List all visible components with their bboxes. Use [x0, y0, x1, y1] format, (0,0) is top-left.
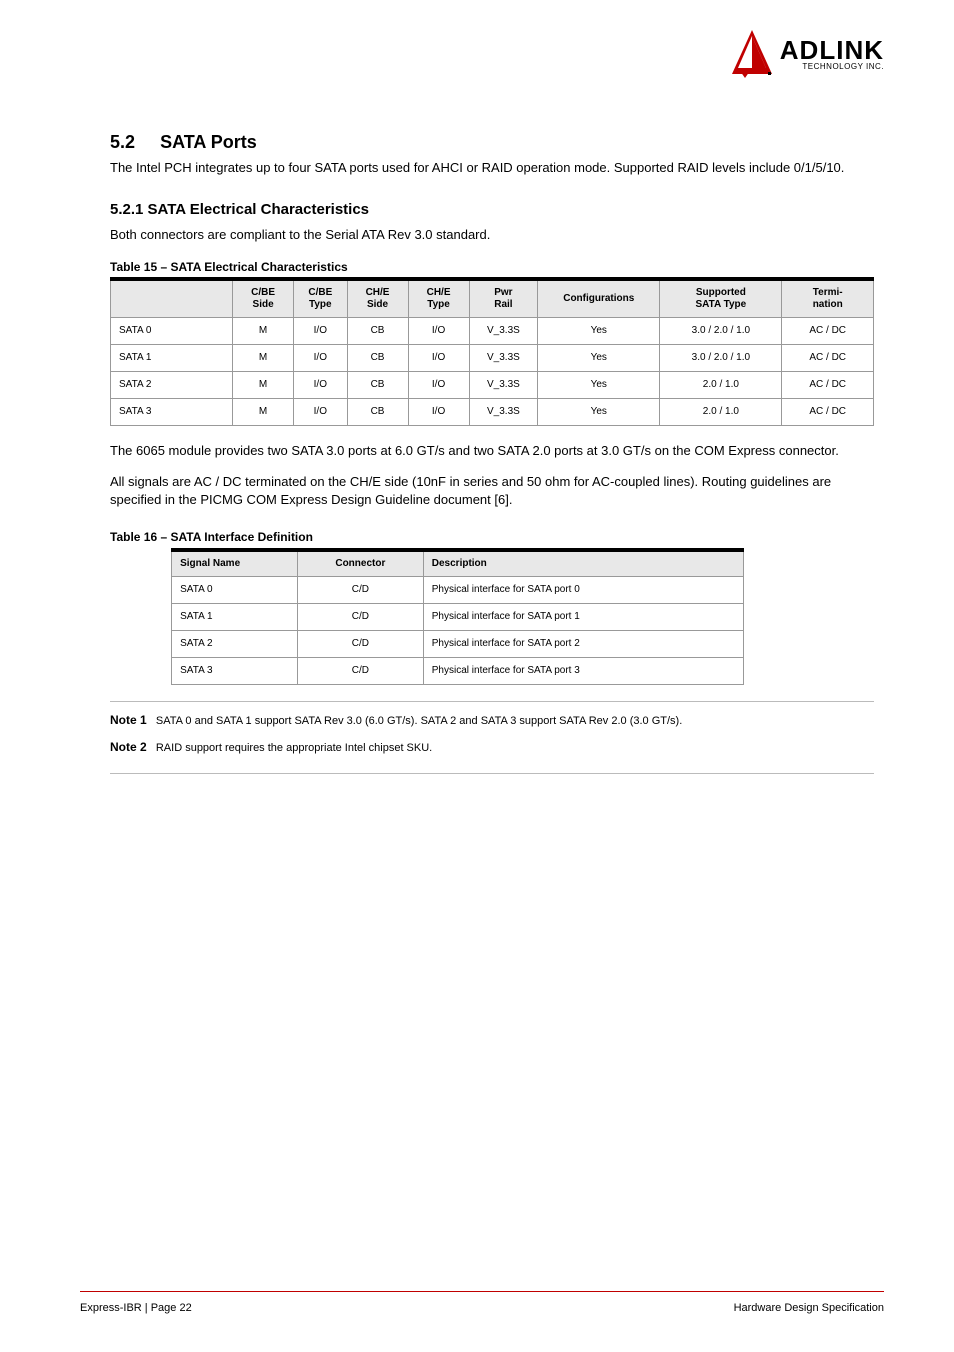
table-row: SATA 2C/DPhysical interface for SATA por… — [172, 630, 744, 657]
table-cell: CB — [347, 399, 408, 426]
footer-right: Hardware Design Specification — [734, 1301, 884, 1316]
post-table1-p1: The 6065 module provides two SATA 3.0 po… — [110, 442, 874, 460]
logo-triangle-icon — [732, 30, 772, 78]
note-1-label: Note 1 — [110, 713, 147, 727]
logo-text-sub: TECHNOLOGY INC. — [802, 63, 884, 71]
note-1: Note 1 SATA 0 and SATA 1 support SATA Re… — [110, 712, 874, 729]
table-header: Configurations — [538, 279, 660, 318]
table-row: SATA 0MI/OCBI/OV_3.3SYes3.0 / 2.0 / 1.0A… — [111, 318, 874, 345]
table-cell: V_3.3S — [469, 345, 538, 372]
table-header: CH/EType — [408, 279, 469, 318]
table-header: PwrRail — [469, 279, 538, 318]
table-cell: AC / DC — [782, 318, 874, 345]
table-cell: I/O — [408, 318, 469, 345]
table-cell: M — [233, 318, 294, 345]
table-row: SATA 2MI/OCBI/OV_3.3SYes2.0 / 1.0AC / DC — [111, 372, 874, 399]
table-cell: C/D — [297, 603, 423, 630]
sata-interface-table: Signal NameConnectorDescription SATA 0C/… — [171, 548, 744, 685]
table-cell: M — [233, 345, 294, 372]
notes-block: Note 1 SATA 0 and SATA 1 support SATA Re… — [110, 712, 874, 757]
note-1-text: SATA 0 and SATA 1 support SATA Rev 3.0 (… — [156, 715, 682, 727]
table-cell: Physical interface for SATA port 2 — [423, 630, 743, 657]
table-cell: Physical interface for SATA port 3 — [423, 657, 743, 684]
table-cell: SATA 2 — [111, 372, 233, 399]
table-cell: C/D — [297, 657, 423, 684]
table-cell: C/D — [297, 630, 423, 657]
table-header: Termi-nation — [782, 279, 874, 318]
table-cell: 2.0 / 1.0 — [660, 399, 782, 426]
table-cell: AC / DC — [782, 399, 874, 426]
note-2-text: RAID support requires the appropriate In… — [156, 742, 432, 754]
table-cell: V_3.3S — [469, 318, 538, 345]
table-row: SATA 1MI/OCBI/OV_3.3SYes3.0 / 2.0 / 1.0A… — [111, 345, 874, 372]
table-cell: CB — [347, 372, 408, 399]
subsection-heading: 5.2.1 SATA Electrical Characteristics — [110, 199, 874, 220]
table-row: SATA 3MI/OCBI/OV_3.3SYes2.0 / 1.0AC / DC — [111, 399, 874, 426]
table-cell: SATA 2 — [172, 630, 298, 657]
table-header: C/BEType — [294, 279, 347, 318]
sata-electrical-table: C/BESideC/BETypeCH/ESideCH/ETypePwrRailC… — [110, 277, 874, 426]
table-header: C/BESide — [233, 279, 294, 318]
section-heading: 5.2 SATA Ports — [110, 130, 874, 155]
table-cell: 3.0 / 2.0 / 1.0 — [660, 345, 782, 372]
table-cell: V_3.3S — [469, 399, 538, 426]
sub-paragraph: Both connectors are compliant to the Ser… — [110, 226, 874, 244]
table-header: Description — [423, 550, 743, 577]
post-table1-p2: All signals are AC / DC terminated on th… — [110, 473, 874, 509]
table-cell: SATA 0 — [172, 576, 298, 603]
table-row: SATA 1C/DPhysical interface for SATA por… — [172, 603, 744, 630]
table-cell: Yes — [538, 345, 660, 372]
table-cell: I/O — [408, 399, 469, 426]
note-2: Note 2 RAID support requires the appropr… — [110, 739, 874, 756]
table-cell: Physical interface for SATA port 0 — [423, 576, 743, 603]
table-cell: I/O — [294, 318, 347, 345]
divider — [110, 701, 874, 702]
table-cell: AC / DC — [782, 345, 874, 372]
table-cell: I/O — [294, 345, 347, 372]
section-title: SATA Ports — [160, 132, 257, 152]
table-header: Connector — [297, 550, 423, 577]
table-cell: M — [233, 372, 294, 399]
table2-title: Table 16 – SATA Interface Definition — [110, 529, 874, 546]
table-row: SATA 3C/DPhysical interface for SATA por… — [172, 657, 744, 684]
intro-paragraph: The Intel PCH integrates up to four SATA… — [110, 159, 874, 177]
table-cell: I/O — [294, 372, 347, 399]
table-header: CH/ESide — [347, 279, 408, 318]
table1-title: Table 15 – SATA Electrical Characteristi… — [110, 259, 874, 276]
table-cell: CB — [347, 318, 408, 345]
table-cell: CB — [347, 345, 408, 372]
table-cell: SATA 1 — [111, 345, 233, 372]
note-2-label: Note 2 — [110, 740, 147, 754]
table-cell: I/O — [408, 372, 469, 399]
table-header: Signal Name — [172, 550, 298, 577]
table-cell: 2.0 / 1.0 — [660, 372, 782, 399]
table-row: SATA 0C/DPhysical interface for SATA por… — [172, 576, 744, 603]
table-cell: SATA 1 — [172, 603, 298, 630]
logo-text-main: ADLINK — [780, 37, 884, 63]
table-cell: C/D — [297, 576, 423, 603]
table-cell: SATA 3 — [111, 399, 233, 426]
divider — [110, 773, 874, 774]
table-cell: I/O — [408, 345, 469, 372]
page-footer: Express-IBR | Page 22 Hardware Design Sp… — [80, 1301, 884, 1316]
table-cell: V_3.3S — [469, 372, 538, 399]
table-cell: SATA 0 — [111, 318, 233, 345]
table-cell: 3.0 / 2.0 / 1.0 — [660, 318, 782, 345]
table-cell: Physical interface for SATA port 1 — [423, 603, 743, 630]
table-cell: Yes — [538, 318, 660, 345]
table-cell: I/O — [294, 399, 347, 426]
footer-rule — [80, 1291, 884, 1292]
table-cell: Yes — [538, 372, 660, 399]
table-header: SupportedSATA Type — [660, 279, 782, 318]
footer-left: Express-IBR | Page 22 — [80, 1301, 192, 1316]
brand-logo: ADLINK TECHNOLOGY INC. — [732, 30, 884, 78]
table-cell: SATA 3 — [172, 657, 298, 684]
table-header — [111, 279, 233, 318]
table-cell: AC / DC — [782, 372, 874, 399]
table-cell: Yes — [538, 399, 660, 426]
section-number: 5.2 — [110, 132, 135, 152]
table-cell: M — [233, 399, 294, 426]
main-content: 5.2 SATA Ports The Intel PCH integrates … — [110, 130, 874, 774]
